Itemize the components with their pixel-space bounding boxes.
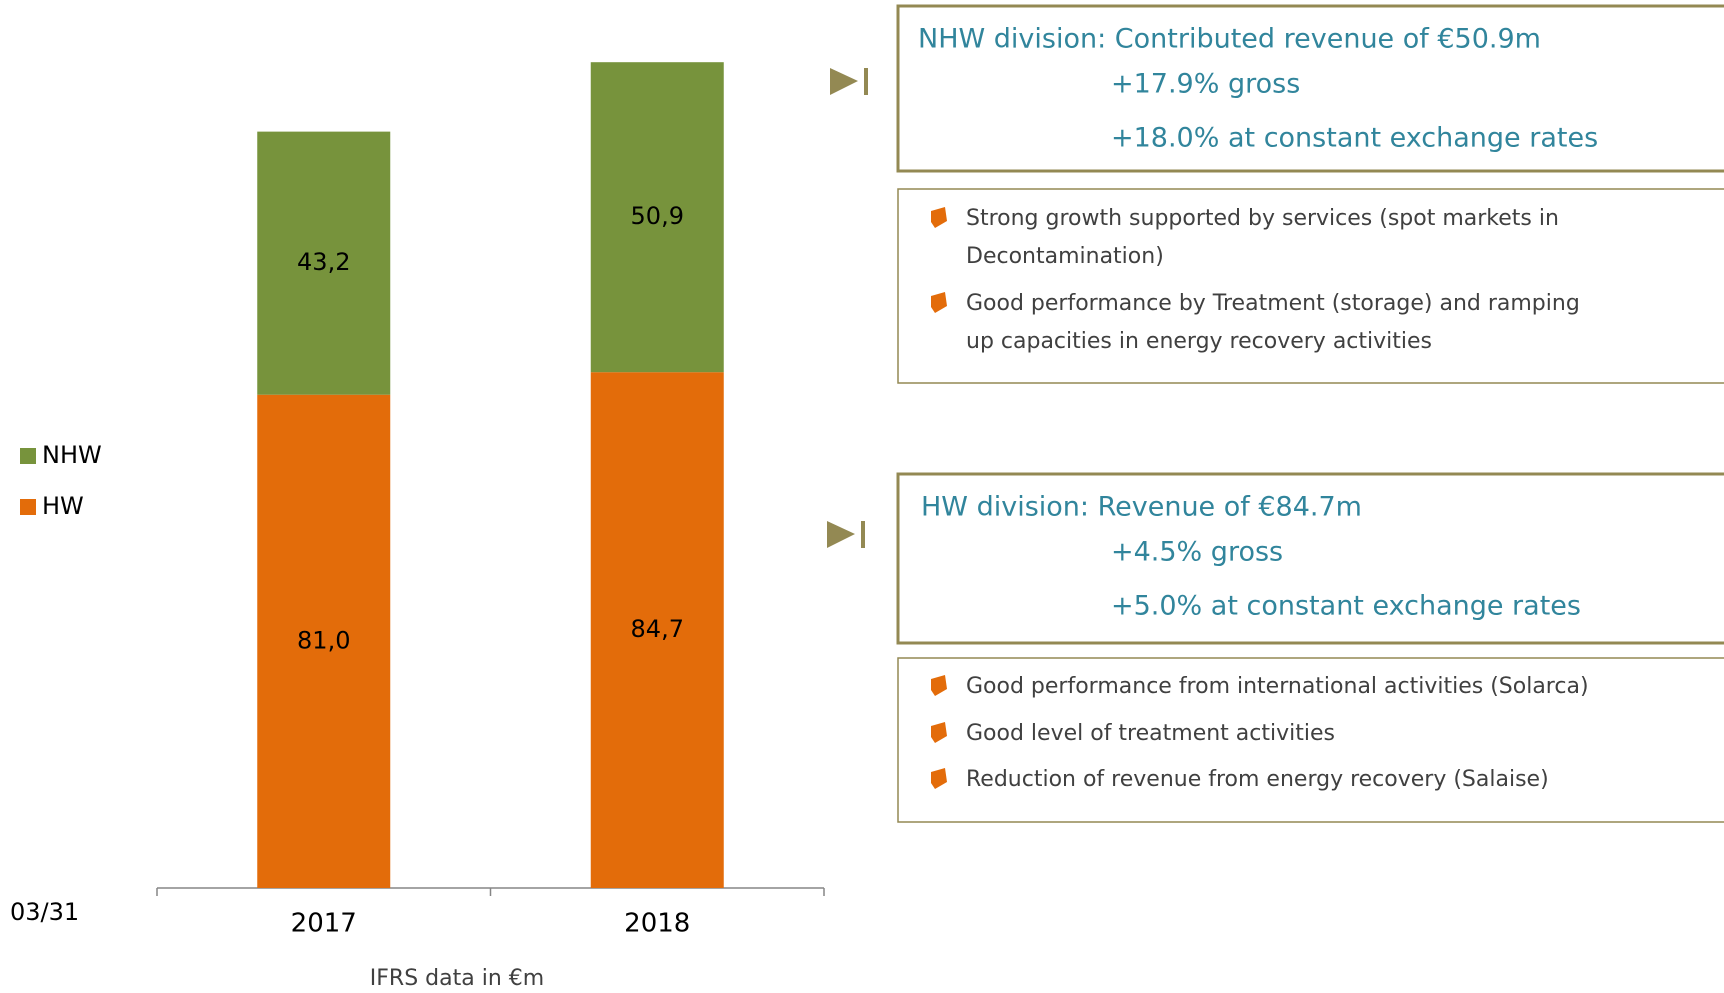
bullet-text: up capacities in energy recovery activit… [966, 329, 1432, 354]
panel-line: +18.0% at constant exchange rates [1111, 123, 1598, 154]
legend-swatch [20, 448, 36, 464]
bullet-text: Strong growth supported by services (spo… [966, 206, 1559, 231]
heading-box [896, 472, 1724, 645]
bullet-icon [931, 768, 947, 789]
bullet-text: Good performance from international acti… [966, 674, 1589, 699]
data-label: 81,0 [297, 626, 350, 654]
bullet-box [897, 188, 1724, 384]
panel-line: +5.0% at constant exchange rates [1111, 591, 1581, 622]
bar-segment [590, 62, 724, 373]
x-tick-label: 2017 [291, 909, 357, 939]
data-label: 43,2 [297, 248, 350, 276]
data-label: 50,9 [631, 202, 684, 230]
bullet-icon [931, 722, 947, 743]
legend-label: HW [42, 492, 84, 520]
bullet-text: Good level of treatment activities [966, 721, 1335, 746]
arrow-marker [830, 68, 868, 95]
panel-line: +4.5% gross [1111, 537, 1283, 568]
panel-heading: HW division: Revenue of €84.7m [921, 492, 1362, 523]
data-label: 84,7 [631, 615, 684, 643]
panel-line: +17.9% gross [1111, 69, 1300, 100]
bullet-text: Decontamination) [966, 244, 1164, 269]
x-tick-label: 2018 [624, 909, 690, 939]
bullet-icon [931, 292, 947, 313]
bar-segment [257, 394, 391, 888]
legend-swatch [20, 499, 36, 515]
bullet-icon [931, 207, 947, 228]
legend-label: NHW [42, 441, 102, 469]
arrow-marker [827, 521, 865, 548]
bullet-text: Good performance by Treatment (storage) … [966, 291, 1580, 316]
bullet-text: Reduction of revenue from energy recover… [966, 767, 1549, 792]
panel-heading: NHW division: Contributed revenue of €50… [918, 24, 1541, 55]
bullet-box [897, 657, 1724, 823]
heading-box [896, 4, 1724, 173]
x-axis-label: IFRS data in €m [370, 966, 544, 991]
bullet-icon [931, 675, 947, 696]
bar-segment [590, 372, 724, 888]
bar-segment [257, 131, 391, 395]
page-number: 03/31 [10, 898, 79, 926]
